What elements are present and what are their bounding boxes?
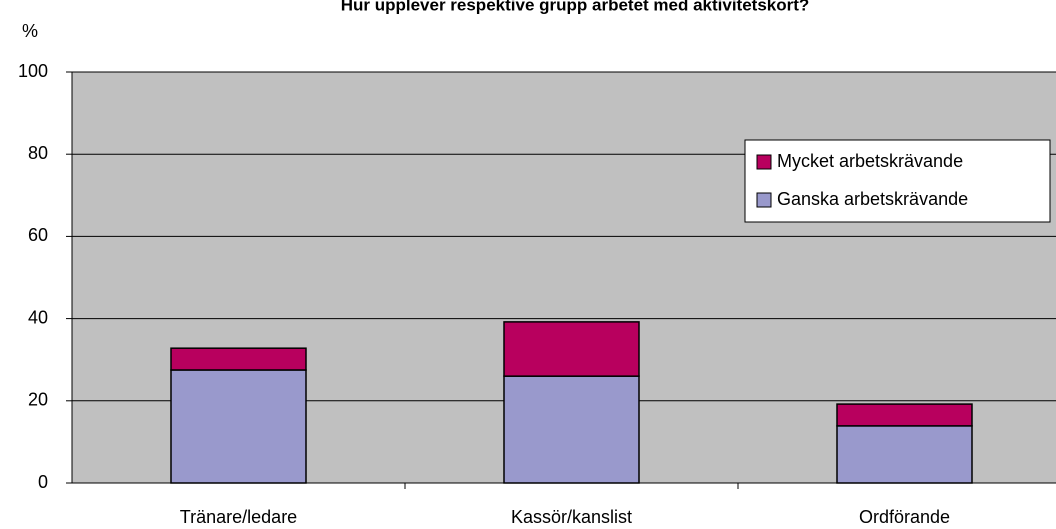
- legend-label: Mycket arbetskrävande: [777, 151, 963, 171]
- x-tick-label: Ordförande: [859, 507, 950, 527]
- y-tick-label: 40: [28, 307, 48, 327]
- bar-segment: [503, 375, 640, 484]
- bar-segment: [170, 369, 307, 484]
- y-tick-label: 80: [28, 143, 48, 163]
- legend-marker: [756, 154, 772, 170]
- y-tick-label: 20: [28, 390, 48, 410]
- bar-segment: [836, 425, 973, 484]
- legend-label: Ganska arbetskrävande: [777, 189, 968, 209]
- bar-segment: [836, 403, 973, 427]
- x-tick-label: Kassör/kanslist: [511, 507, 632, 527]
- y-tick-label: 60: [28, 225, 48, 245]
- legend-marker: [756, 192, 772, 208]
- y-tick-label: 0: [38, 472, 48, 492]
- bar-segment: [503, 321, 640, 377]
- chart-title: Hur upplever respektive grupp arbetet me…: [341, 0, 810, 14]
- x-tick-label: Tränare/ledare: [180, 507, 297, 527]
- bar-segment: [170, 347, 307, 371]
- y-tick-label: 100: [18, 61, 48, 81]
- y-axis-label: %: [22, 21, 38, 41]
- legend-box: [744, 139, 1051, 223]
